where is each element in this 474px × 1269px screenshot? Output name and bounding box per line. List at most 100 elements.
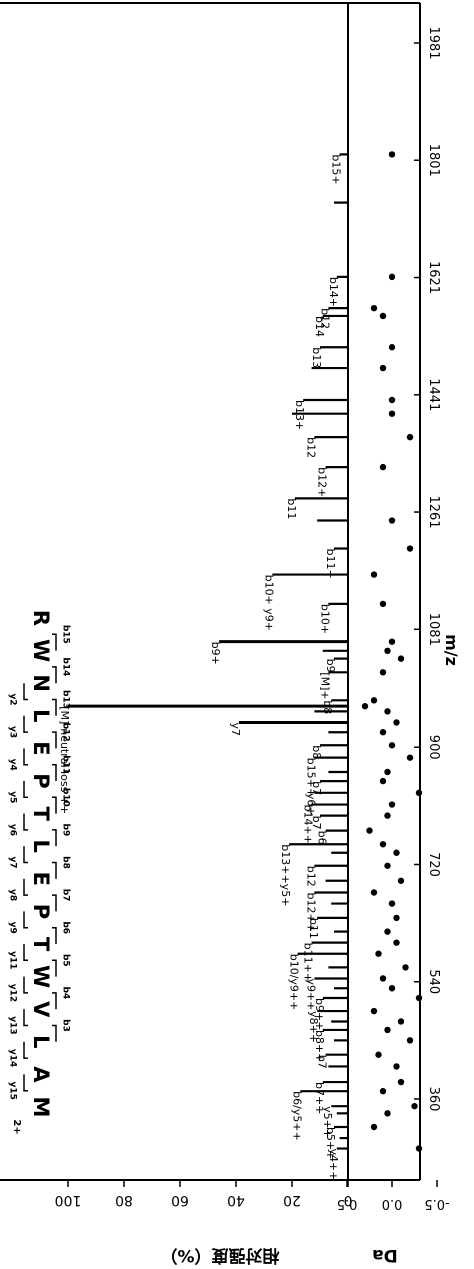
mass-error-point xyxy=(379,312,387,320)
b-ion-bracket xyxy=(52,763,57,781)
y-ion-label: y15 xyxy=(8,1081,18,1099)
mass-error-point xyxy=(379,1087,387,1095)
y-ion-bracket xyxy=(23,911,28,929)
y-ion-label: y8 xyxy=(8,889,18,901)
mass-error-point xyxy=(397,877,405,884)
residue: N xyxy=(29,674,53,692)
peak-label: y4++ xyxy=(327,1149,340,1181)
b-ion-bracket xyxy=(52,829,57,847)
mass-error-point xyxy=(393,1063,400,1070)
mass-error-point xyxy=(393,849,400,856)
mass-error-point xyxy=(384,768,391,776)
residue: M xyxy=(29,1097,53,1118)
b-ion-bracket xyxy=(52,894,57,912)
y-axis-label-intensity: 相对强度（%） xyxy=(160,1245,279,1266)
peak-label: [M]+ xyxy=(318,672,331,699)
peak-label: b10+ xyxy=(318,604,331,634)
intensity-tick-label: 60 xyxy=(171,1192,189,1208)
mass-error-point xyxy=(397,1078,405,1086)
mass-error-point xyxy=(379,669,387,676)
y-ion-label: y2 xyxy=(8,693,18,705)
y-ion-bracket xyxy=(23,846,28,864)
peak-label: b6/y5++ xyxy=(290,1091,303,1141)
peak-label: b11+ xyxy=(324,549,337,579)
mz-tick-label: 1441 xyxy=(426,378,441,411)
mass-error-point xyxy=(388,410,396,417)
peak-label: y6+ xyxy=(304,793,317,816)
b-ion-label: b15 xyxy=(61,625,71,644)
intensity-tick-label: 20 xyxy=(283,1192,301,1208)
residue: W xyxy=(29,639,53,662)
peak-label: y8++ xyxy=(307,1011,320,1043)
residue: W xyxy=(29,965,53,988)
peak-label: b9 xyxy=(324,659,337,673)
mass-error-point xyxy=(406,433,414,441)
mass-error-point xyxy=(406,754,414,761)
mass-error-point xyxy=(415,994,423,1002)
y-ion-label: y11 xyxy=(8,951,18,969)
mass-error-point xyxy=(384,812,391,819)
y-ion-bracket xyxy=(23,715,28,733)
mass-error-point xyxy=(384,928,391,935)
error-tick-label: 0.5 xyxy=(337,1196,358,1211)
b-ion-bracket xyxy=(52,731,57,749)
residue: E xyxy=(29,741,53,755)
peak-label: b8++ xyxy=(313,1030,326,1062)
peak-label: b7++ xyxy=(313,1082,326,1114)
mass-error-point xyxy=(366,827,373,834)
spectrum-peaks: y4++b5++y5++b6/y5++ b7++b7b8++y8++b9++y9+… xyxy=(58,153,348,1181)
peak-label: b12 xyxy=(304,866,317,887)
peak-label: b12+ xyxy=(316,467,329,497)
residue: P xyxy=(29,904,53,919)
mz-tick-label: 540 xyxy=(426,969,441,994)
mass-error-point xyxy=(384,647,391,655)
y-axis-label-error: Da xyxy=(372,1245,398,1265)
mass-error-point xyxy=(379,777,387,785)
peak-label: b11++ xyxy=(302,943,315,982)
peak-label: b13++y5+ xyxy=(279,844,292,906)
peak-label: b6 xyxy=(316,831,329,845)
b-ion-label: b8 xyxy=(61,856,71,869)
mass-error-point xyxy=(384,1110,391,1117)
peak-label: b7 xyxy=(310,816,323,830)
b-ion-label: b12 xyxy=(61,723,71,742)
mass-error-point xyxy=(370,697,378,704)
mass-error-point xyxy=(384,708,391,715)
mass-error-point xyxy=(393,939,400,946)
error-tick-label: -0.5 xyxy=(424,1196,449,1211)
peak-label: y5++ xyxy=(321,1106,334,1138)
mass-error-point xyxy=(388,396,396,404)
y-ion-bracket xyxy=(23,683,28,701)
mass-error-point xyxy=(388,900,396,907)
y-ion-label: y7 xyxy=(8,856,18,868)
b-ion-label: b9 xyxy=(61,824,71,837)
mz-tick-label: 720 xyxy=(426,852,441,877)
intensity-tick-label: 40 xyxy=(227,1192,245,1208)
x-axis-label: m/z xyxy=(442,634,461,666)
peak-label: b12 xyxy=(318,308,331,329)
y-ion-label: y3 xyxy=(8,726,18,738)
peak-label: b12 xyxy=(304,437,317,458)
peak-label: b11 xyxy=(307,918,320,939)
mass-error-point xyxy=(379,729,387,736)
mass-error-point xyxy=(388,273,396,281)
b-ion-label: b13 xyxy=(61,690,71,709)
intensity-tick-label: 80 xyxy=(115,1192,133,1208)
residue: L xyxy=(29,709,53,722)
b-ion-bracket xyxy=(52,959,57,977)
intensity-axis: 100 80 60 40 20 0 xyxy=(55,1180,353,1208)
mass-error-point xyxy=(370,304,378,312)
y-ion-label: y5 xyxy=(8,791,18,803)
peak-label: b13+ xyxy=(293,400,306,430)
y-ion-bracket xyxy=(23,1041,28,1059)
mass-error-point xyxy=(393,719,400,726)
mass-error-point xyxy=(415,789,423,797)
mass-error-point xyxy=(370,571,378,578)
b-ion-label: b7 xyxy=(61,889,71,902)
peak-label: b10/y9++ xyxy=(288,954,301,1011)
y-ion-bracket xyxy=(23,878,28,896)
intensity-tick-label: 0 xyxy=(344,1192,353,1208)
b-ion-bracket xyxy=(52,698,57,716)
mass-error-point xyxy=(379,841,387,848)
mass-error-point xyxy=(411,1102,418,1110)
